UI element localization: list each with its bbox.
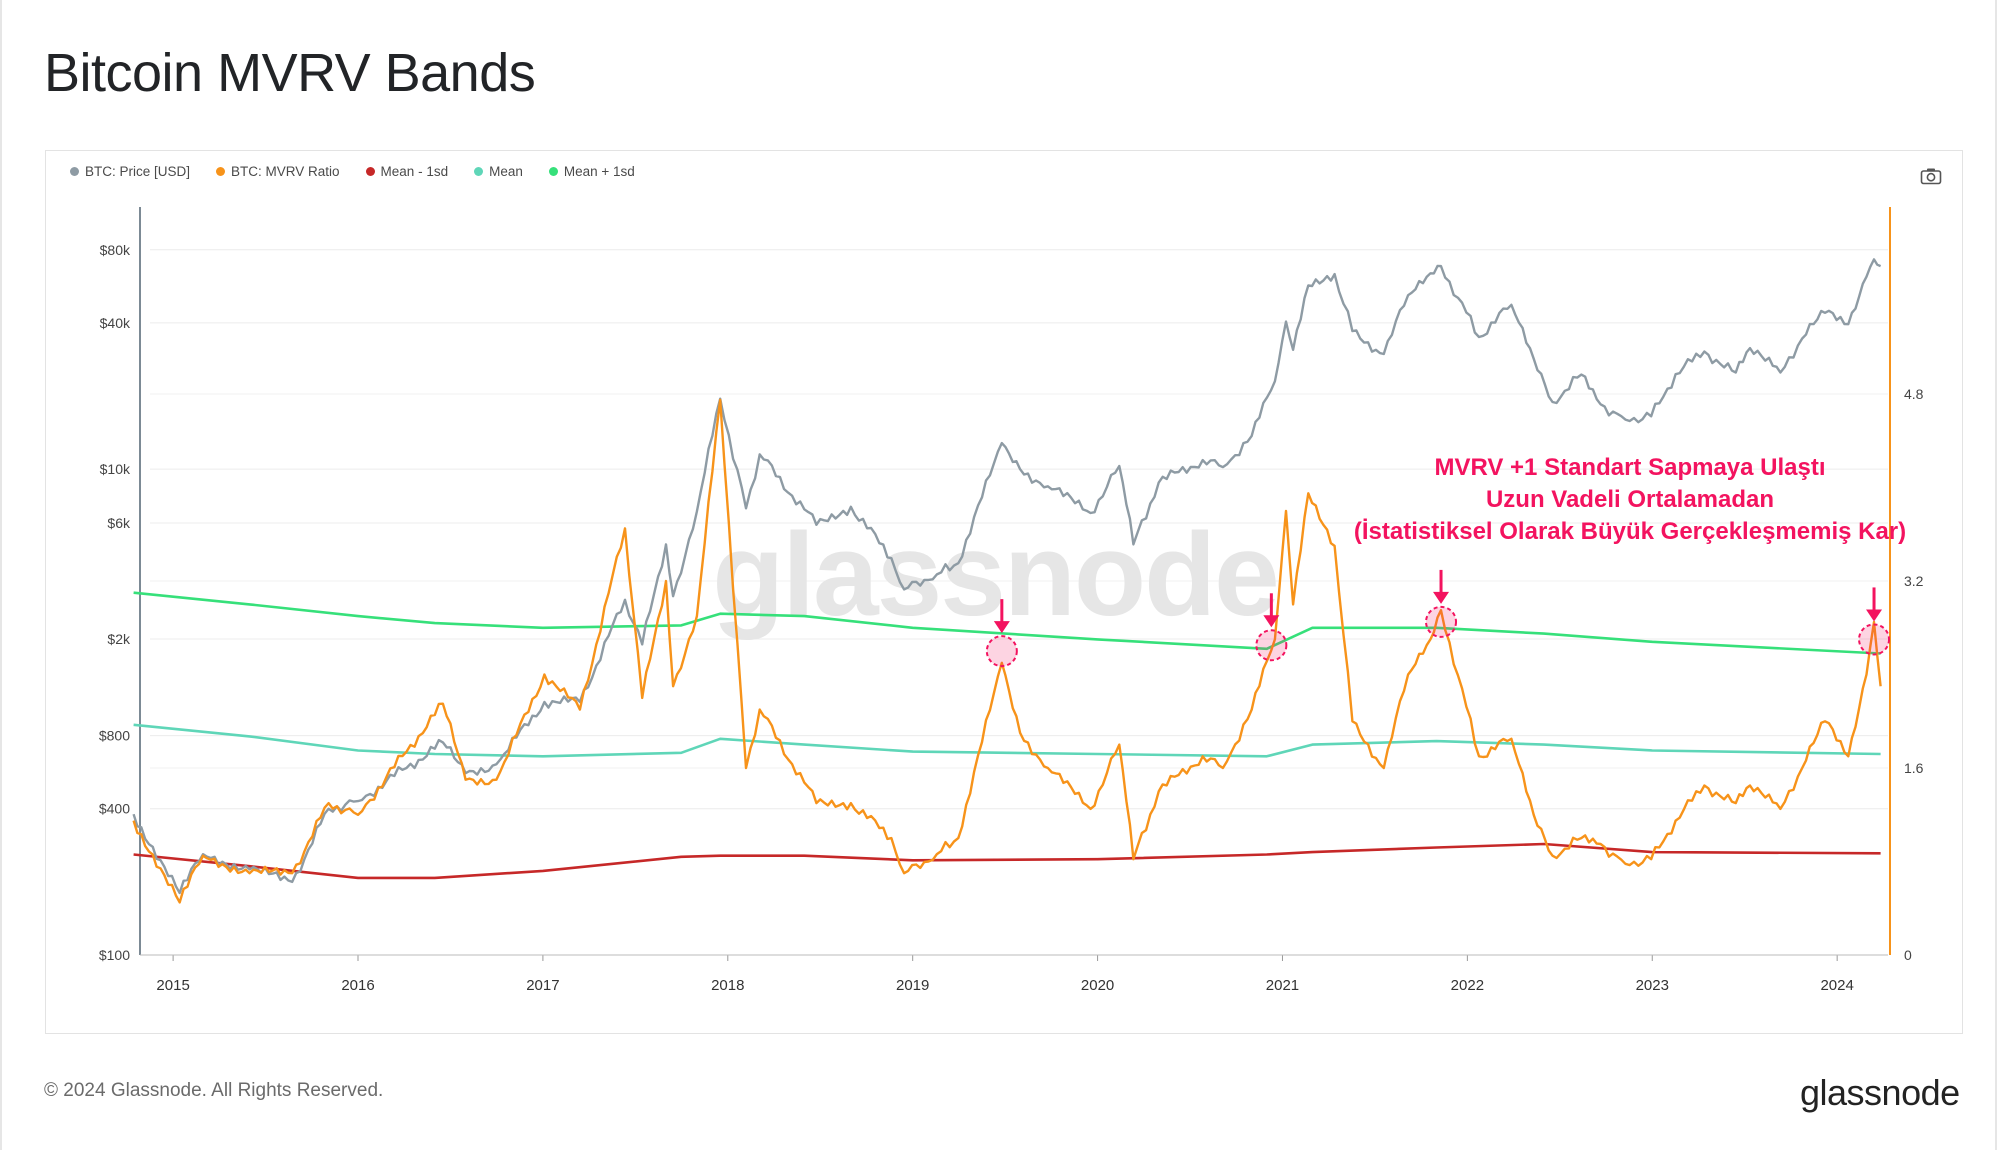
y-right-tick-label: 0 — [1904, 947, 1912, 963]
x-axis-ticks: 2015 2016 2017 2018 2019 2020 2021 2022 2023 2024 — [156, 955, 1854, 994]
mvrv-line — [132, 398, 1882, 904]
y-left-tick-label: $40k — [100, 315, 131, 331]
footer-logo: glassnode — [1800, 1072, 1960, 1113]
highlight-circle — [1255, 629, 1288, 662]
legend-item-mvrv[interactable]: BTC: MVRV Ratio — [216, 164, 340, 179]
legend-item-mean-minus[interactable]: Mean - 1sd — [365, 164, 449, 179]
legend-item-price[interactable]: BTC: Price [USD] — [70, 164, 190, 179]
page-title: Bitcoin MVRV Bands — [44, 43, 536, 103]
x-tick-label: 2016 — [341, 977, 374, 994]
x-tick-label: 2023 — [1636, 977, 1669, 994]
y-left-tick-label: $100 — [99, 947, 130, 963]
highlight-arrow-head — [1263, 615, 1280, 628]
highlight-circle — [1858, 623, 1891, 656]
x-tick-label: 2018 — [711, 977, 744, 994]
highlight-circle — [985, 635, 1018, 668]
chart-panel — [45, 150, 1963, 1034]
legend-label-mean: Mean — [489, 164, 523, 179]
legend-label-mvrv: BTC: MVRV Ratio — [231, 164, 340, 179]
mean-minus-1sd-line — [133, 842, 1881, 880]
y-right-tick-label: 1.6 — [1904, 760, 1924, 776]
highlight-arrow-head — [993, 621, 1010, 634]
y-left-tick-label: $10k — [100, 461, 131, 477]
highlight-markers — [985, 569, 1891, 668]
y-left-tick-label: $6k — [107, 515, 131, 531]
x-tick-label: 2020 — [1081, 977, 1114, 994]
x-tick-label: 2021 — [1266, 977, 1299, 994]
mean-line — [133, 723, 1881, 758]
legend-item-mean[interactable]: Mean — [474, 164, 523, 179]
x-tick-label: 2019 — [896, 977, 929, 994]
mean-plus-1sd-line — [133, 591, 1881, 655]
y-left-tick-label: $2k — [107, 631, 131, 647]
chart-legend: BTC: Price [USD] BTC: MVRV Ratio Mean - … — [70, 164, 635, 179]
y-right-tick-label: 4.8 — [1904, 386, 1924, 402]
legend-dot-mean-plus — [548, 167, 558, 176]
y-right-tick-label: 3.2 — [1904, 573, 1924, 589]
x-tick-label: 2022 — [1451, 977, 1484, 994]
legend-item-mean-plus[interactable]: Mean + 1sd — [548, 164, 635, 179]
highlight-arrow-head — [1866, 609, 1883, 622]
legend-dot-mvrv — [216, 167, 226, 176]
highlight-circle — [1425, 605, 1458, 638]
highlight-arrow-head — [1433, 591, 1450, 604]
legend-label-price: BTC: Price [USD] — [85, 164, 191, 179]
y-left-tick-label: $800 — [99, 728, 130, 744]
footer-copyright: © 2024 Glassnode. All Rights Reserved. — [44, 1080, 384, 1101]
legend-label-mean-minus: Mean - 1sd — [380, 164, 449, 179]
y-left-tick-label: $400 — [99, 801, 130, 817]
watermark: glassnode — [712, 509, 1278, 641]
camera-icon[interactable] — [1920, 167, 1942, 185]
chart-annotation: MVRV +1 Standart Sapmaya Ulaştı Uzun Vad… — [1320, 452, 1940, 548]
annotation-line-3: (İstatistiksel Olarak Büyük Gerçekleşmem… — [1353, 518, 1907, 545]
annotation-line-1: MVRV +1 Standart Sapmaya Ulaştı — [1434, 454, 1826, 481]
legend-dot-mean-minus — [365, 167, 375, 176]
legend-label-mean-plus: Mean + 1sd — [563, 164, 635, 179]
x-tick-label: 2017 — [526, 977, 559, 994]
y-left-tick-label: $80k — [100, 242, 131, 258]
annotation-line-2: Uzun Vadeli Ortalamadan — [1485, 486, 1775, 513]
legend-dot-mean — [474, 167, 484, 176]
price-line — [132, 258, 1882, 895]
x-tick-label: 2015 — [156, 977, 189, 994]
x-tick-label: 2024 — [1820, 977, 1853, 994]
legend-dot-price — [70, 167, 79, 176]
